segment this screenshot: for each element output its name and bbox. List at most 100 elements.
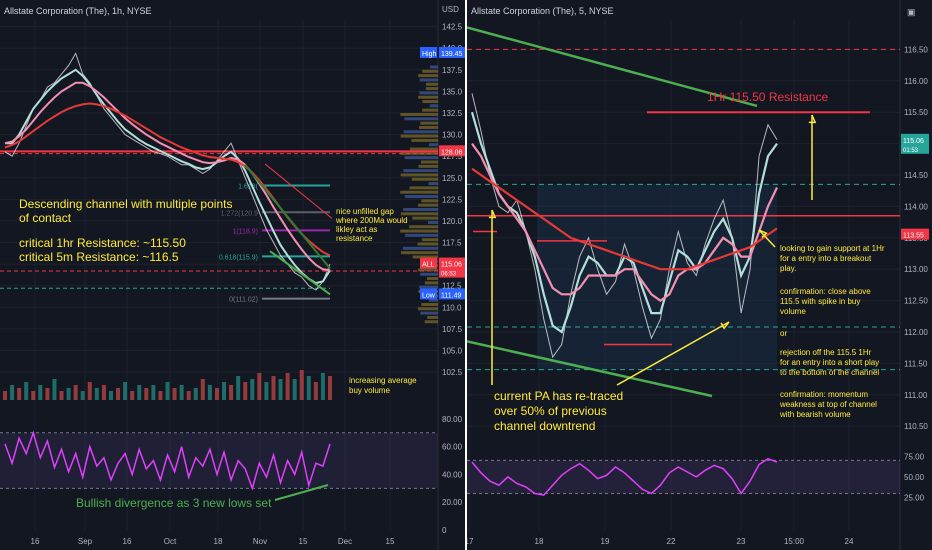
price-axis-badge (901, 228, 929, 240)
volume-profile-bar (418, 164, 438, 168)
y-tick-label: 114.00 (904, 202, 928, 211)
rsi-line (471, 457, 778, 496)
y-tick-label: 122.5 (442, 195, 463, 204)
camera-icon[interactable]: ▣ (907, 7, 916, 17)
volume-bar (144, 388, 149, 400)
volume-profile-bar (418, 203, 438, 207)
chart-title: Allstate Corporation (The), 1h, NYSE (4, 6, 152, 16)
y-tick-label: 115.50 (904, 108, 928, 117)
rsi-tick-label: 40.00 (442, 470, 463, 479)
volume-bar (193, 388, 198, 400)
axis-unit: USD (442, 5, 459, 14)
volume-profile-bar (412, 255, 438, 259)
series-line-ema-slow (4, 81, 331, 272)
volume-profile-bar (427, 220, 438, 224)
volume-profile-bar (420, 272, 438, 276)
y-tick-label: 120.0 (442, 217, 463, 226)
volume-profile-bar (419, 78, 438, 82)
chart-panel-1h[interactable]: Allstate Corporation (The), 1h, NYSE USD… (0, 0, 465, 550)
volume-bar (313, 382, 318, 400)
volume-bar (38, 385, 43, 400)
volume-bar (73, 385, 78, 400)
series-line-ema-fast (5, 68, 331, 285)
volume-profile-bar (417, 242, 438, 246)
volume-bar (151, 385, 156, 400)
price-tag (420, 288, 437, 300)
price-axis-value: 115.06 (903, 138, 924, 145)
volume-bar (207, 385, 212, 400)
volume-bar (45, 388, 50, 400)
price-axis-value: 113.55 (903, 233, 924, 240)
rsi-tick-label: 50.00 (904, 473, 925, 482)
volume-profile-bar (409, 225, 438, 229)
rsi-tick-label: 80.00 (442, 415, 463, 424)
annotation-unfilled-gap: nice unfilled gap where 200Ma would likl… (336, 207, 408, 243)
volume-bar (328, 376, 332, 400)
y-tick-label: 137.5 (442, 66, 463, 75)
series-line-200ma (4, 102, 331, 257)
x-tick-label: Oct (164, 537, 177, 546)
arrow-head (808, 114, 817, 124)
annotation-descending-channel: Descending channel with multiple points … (19, 197, 233, 225)
volume-bar (236, 376, 241, 400)
y-tick-label: 127.5 (442, 152, 463, 161)
chart-5m-svg[interactable]: 116.50116.00115.50115.00114.50114.00113.… (467, 0, 932, 550)
price-tag-label: High (422, 51, 437, 58)
divergence-line (274, 484, 329, 501)
volume-bar (17, 388, 22, 400)
volume-profile-bar (404, 156, 438, 160)
volume-profile-bar (424, 281, 438, 285)
volume-profile-bar (409, 147, 438, 151)
fib-level-label: 1(118.9) (232, 228, 258, 235)
annotation-retraced: current PA has re-traced over 50% of pre… (494, 389, 624, 433)
x-tick-label: 22 (667, 537, 676, 546)
volume-bar (278, 379, 283, 400)
volume-profile-bar (400, 212, 438, 216)
series-line-ema-slow (471, 142, 778, 302)
price-tag-label: Low (422, 292, 436, 299)
volume-profile-bar (426, 277, 438, 281)
volume-profile-bar (424, 320, 438, 324)
volume-bar (186, 391, 191, 400)
price-axis-value: 139.45 (441, 51, 463, 58)
price-axis-value: 128.06 (441, 149, 463, 156)
series-line-price (471, 93, 778, 359)
volume-bar (130, 391, 135, 400)
chart-1h-svg[interactable]: 142.5140.0137.5135.0132.5130.0127.5125.0… (0, 0, 465, 550)
volume-profile-bar (421, 302, 438, 306)
chart-title: Allstate Corporation (The), 5, NYSE (471, 6, 614, 16)
y-tick-label: 112.5 (442, 282, 462, 291)
volume-bar (292, 379, 297, 400)
volume-profile-bar (427, 315, 438, 319)
volume-bar (101, 385, 106, 400)
price-axis-badge (439, 46, 465, 58)
y-tick-label: 110.50 (904, 422, 928, 431)
chart-panel-5m[interactable]: Allstate Corporation (The), 5, NYSE ▣ 11… (467, 0, 932, 550)
volume-bar (31, 391, 36, 400)
y-tick-label: 135.0 (442, 87, 463, 96)
series-line-200ma (471, 167, 778, 271)
arrow-head (758, 229, 768, 239)
price-axis-badge (901, 133, 929, 154)
volume-profile-bar (419, 125, 438, 129)
volume-profile-bar (405, 233, 438, 237)
price-axis-badge (439, 288, 465, 300)
price-axis-value: 111.49 (441, 292, 461, 299)
volume-bar (137, 385, 142, 400)
volume-profile-bar (430, 65, 438, 69)
volume-bar (66, 388, 71, 400)
y-tick-label: 125.0 (442, 174, 463, 183)
channel-bottom-line (467, 340, 713, 398)
rsi-tick-label: 60.00 (442, 443, 463, 452)
y-tick-label: 107.5 (442, 325, 463, 334)
volume-profile-bar (425, 87, 438, 91)
volume-profile-bar (429, 104, 438, 108)
volume-bar (87, 382, 92, 400)
volume-profile-bar (421, 199, 438, 203)
x-tick-label: 15 (299, 537, 308, 546)
channel-line-top (244, 164, 331, 270)
volume-profile-bar (418, 95, 438, 99)
volume-bar (165, 382, 170, 400)
arrow-head (488, 209, 497, 219)
x-tick-label: Sep (78, 537, 93, 546)
